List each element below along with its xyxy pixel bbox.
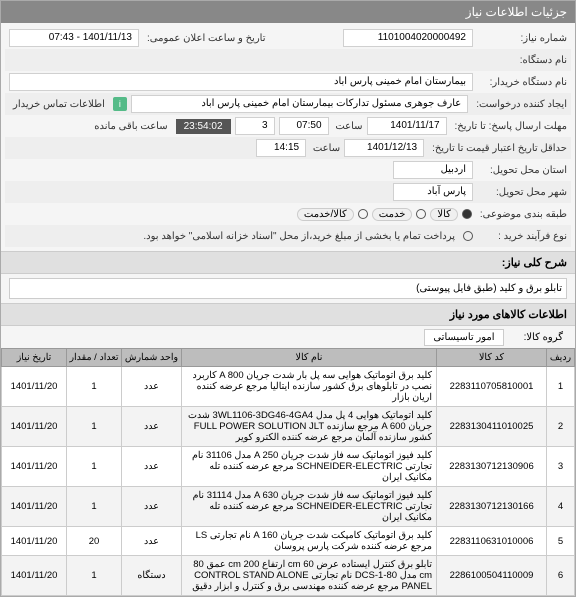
cell-unit: عدد	[122, 447, 182, 487]
cell-unit: عدد	[122, 367, 182, 407]
remaining-count: 3	[235, 117, 275, 135]
radio-service[interactable]	[416, 209, 426, 219]
deadline-time: 07:50	[279, 117, 329, 135]
cell-unit: عدد	[122, 407, 182, 447]
purchase-check[interactable]	[463, 231, 473, 241]
cell-code: 2283130411010025	[437, 407, 547, 447]
label-province: استان محل تحویل:	[477, 165, 567, 176]
cell-qty: 1	[67, 367, 122, 407]
goods-table: ردیف کد کالا نام کالا واحد شمارش تعداد /…	[1, 348, 575, 596]
group-label: گروه کالا:	[516, 330, 571, 345]
th-name: نام کالا	[182, 349, 437, 367]
contact-label[interactable]: اطلاعات تماس خریدار	[9, 97, 109, 112]
details-panel: جزئیات اطلاعات نیاز شماره نیاز: 11010040…	[0, 0, 576, 597]
announce-date: 1401/11/13 - 07:43	[9, 29, 139, 47]
table-row[interactable]: 52283110631010006کلید برق اتوماتیک کامپک…	[2, 527, 575, 556]
table-row[interactable]: 22283130411010025کلید اتوماتیک هوایی 4 پ…	[2, 407, 575, 447]
th-row: ردیف	[547, 349, 575, 367]
cell-qty: 1	[67, 407, 122, 447]
requester-name: عارف جوهری مسئول تدارکات بیمارستان امام …	[131, 95, 468, 113]
cat-service: خدمت	[372, 208, 413, 221]
cell-date: 1401/11/20	[2, 447, 67, 487]
cell-qty: 1	[67, 447, 122, 487]
th-code: کد کالا	[437, 349, 547, 367]
cell-date: 1401/11/20	[2, 487, 67, 527]
th-unit: واحد شمارش	[122, 349, 182, 367]
label-announce: تاریخ و ساعت اعلان عمومی:	[143, 33, 266, 44]
info-icon[interactable]: i	[113, 97, 127, 111]
label-requester: ایجاد کننده درخواست:	[472, 99, 567, 110]
validity-date: 1401/12/13	[344, 139, 424, 157]
cell-name: کلید فیوز اتوماتیک سه فاز شدت جریان A 25…	[182, 447, 437, 487]
label-deadline: مهلت ارسال پاسخ: تا تاریخ:	[451, 121, 567, 132]
cell-unit: عدد	[122, 527, 182, 556]
province: اردبیل	[393, 161, 473, 179]
label-buyer: نام دستگاه خریدار:	[477, 77, 567, 88]
panel-title: جزئیات اطلاعات نیاز	[1, 1, 575, 23]
cell-name: کلید برق اتوماتیک هوایی سه پل بار شدت جر…	[182, 367, 437, 407]
cell-date: 1401/11/20	[2, 407, 67, 447]
cell-n: 4	[547, 487, 575, 527]
cell-n: 5	[547, 527, 575, 556]
cat-both: کالا/خدمت	[297, 208, 354, 221]
cell-name: کلید فیوز اتوماتیک سه فاز شدت جریان A 63…	[182, 487, 437, 527]
label-validity: حداقل تاریخ اعتبار قیمت تا تاریخ:	[428, 143, 567, 154]
cell-qty: 20	[67, 527, 122, 556]
cell-qty: 1	[67, 487, 122, 527]
cell-n: 6	[547, 556, 575, 596]
cat-goods: کالا	[430, 208, 458, 221]
cell-name: کلید برق اتوماتیک کامپکت شدت جریان A 160…	[182, 527, 437, 556]
cell-code: 2286100504110009	[437, 556, 547, 596]
cell-n: 1	[547, 367, 575, 407]
radio-both[interactable]	[358, 209, 368, 219]
label-time1: ساعت	[333, 121, 363, 132]
goods-title: اطلاعات کالاهای مورد نیاز	[1, 303, 575, 326]
table-row[interactable]: 62286100504110009تابلو برق کنترل ایستاده…	[2, 556, 575, 596]
purchase-note: پرداخت تمام یا بخشی از مبلغ خرید،از محل …	[9, 229, 459, 244]
cell-code: 2283130712130166	[437, 487, 547, 527]
info-section: شماره نیاز: 1101004020000492 تاریخ و ساع…	[1, 23, 575, 251]
label-time2: ساعت	[310, 143, 340, 154]
validity-time: 14:15	[256, 139, 306, 157]
group-name: امور تاسیساتی	[424, 329, 503, 346]
buyer-name: بیمارستان امام خمینی پارس اباد	[9, 73, 473, 91]
city: پارس آباد	[393, 183, 473, 201]
cell-n: 2	[547, 407, 575, 447]
th-date: تاریخ نیاز	[2, 349, 67, 367]
cell-code: 2283110705810001	[437, 367, 547, 407]
cell-qty: 1	[67, 556, 122, 596]
cell-name: کلید اتوماتیک هوایی 4 پل مدل 3WL1106-3DG…	[182, 407, 437, 447]
cell-code: 2283130712130906	[437, 447, 547, 487]
need-number: 1101004020000492	[343, 29, 473, 47]
radio-goods[interactable]	[462, 209, 472, 219]
table-row[interactable]: 42283130712130166کلید فیوز اتوماتیک سه ف…	[2, 487, 575, 527]
th-qty: تعداد / مقدار	[67, 349, 122, 367]
table-row[interactable]: 32283130712130906کلید فیوز اتوماتیک سه ف…	[2, 447, 575, 487]
label-device: نام دستگاه:	[477, 55, 567, 66]
label-category: طبقه بندی موضوعی:	[476, 209, 567, 220]
cell-name: تابلو برق کنترل ایستاده عرض cm 60 ارتفاع…	[182, 556, 437, 596]
cell-unit: دستگاه	[122, 556, 182, 596]
cell-date: 1401/11/20	[2, 556, 67, 596]
desc-title: شرح کلی نیاز:	[1, 251, 575, 274]
table-row[interactable]: 12283110705810001کلید برق اتوماتیک هوایی…	[2, 367, 575, 407]
label-purchase-type: نوع فرآیند خرید :	[477, 231, 567, 242]
label-city: شهر محل تحویل:	[477, 187, 567, 198]
deadline-date: 1401/11/17	[367, 117, 447, 135]
remaining-timer: 23:54:02	[176, 119, 231, 134]
remaining-suffix: ساعت باقی مانده	[90, 119, 171, 134]
label-need-no: شماره نیاز:	[477, 33, 567, 44]
cell-unit: عدد	[122, 487, 182, 527]
cell-date: 1401/11/20	[2, 527, 67, 556]
cell-code: 2283110631010006	[437, 527, 547, 556]
cell-date: 1401/11/20	[2, 367, 67, 407]
desc-text: تابلو برق و کلید (طبق فایل پیوستی)	[9, 278, 567, 299]
cell-n: 3	[547, 447, 575, 487]
